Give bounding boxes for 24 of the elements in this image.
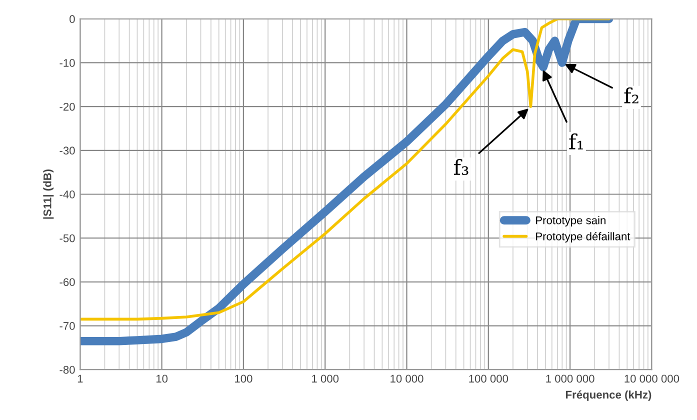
y-tick-label: -40 <box>60 190 75 198</box>
x-tick-label: 100 <box>235 374 252 383</box>
y-tick-label: -30 <box>60 146 75 155</box>
x-axis-title: Fréquence (kHz) <box>566 390 652 401</box>
legend-label: Prototype sain <box>536 216 606 226</box>
y-tick-label: -60 <box>60 278 75 286</box>
x-tick-label: 10 <box>156 374 168 383</box>
x-tick-label: 1 000 <box>312 374 339 383</box>
y-tick-label: -50 <box>60 234 75 242</box>
x-tick-label: 10 000 <box>390 374 424 383</box>
y-axis-title: |S11| (dB) <box>43 169 54 219</box>
x-tick-label: 1 <box>78 374 83 383</box>
y-tick-label: 0 <box>70 15 75 24</box>
x-tick-label: 10 000 000 <box>624 374 680 383</box>
annotation: f₃ <box>454 158 468 176</box>
annotation: f₁ <box>569 133 583 150</box>
y-tick-label: -10 <box>60 59 75 67</box>
x-tick-label: 1 000 000 <box>546 374 594 383</box>
legend-label: Prototype défaillant <box>536 232 630 243</box>
y-tick-label: -80 <box>60 366 75 374</box>
y-tick-label: -20 <box>60 102 75 111</box>
annotation: f₂ <box>624 87 638 104</box>
y-tick-label: -70 <box>60 322 75 330</box>
x-tick-label: 100 000 <box>469 374 508 383</box>
